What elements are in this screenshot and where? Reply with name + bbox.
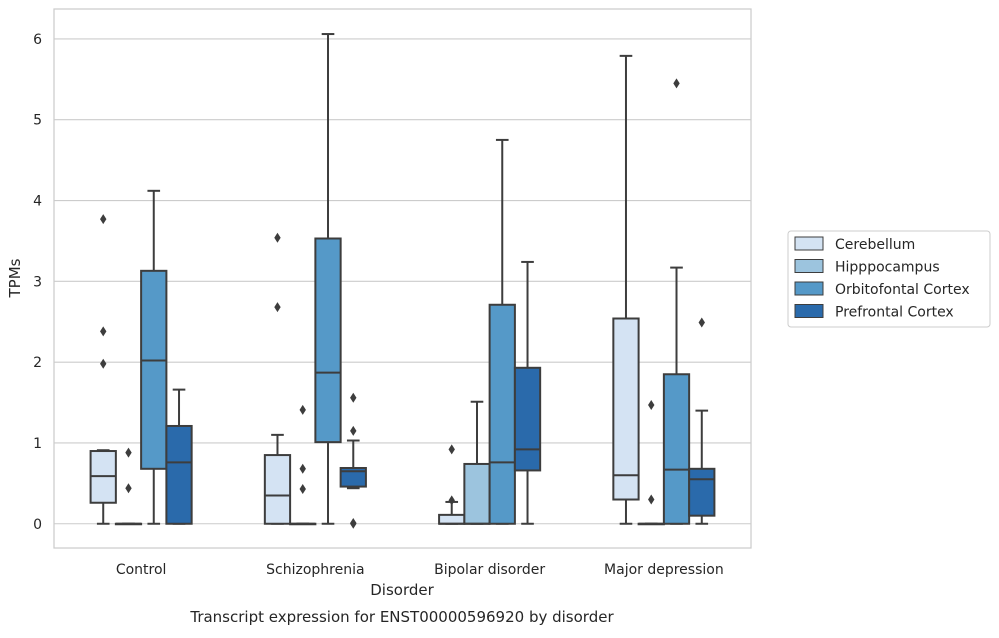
box-body: [263, 454, 292, 525]
box: [513, 260, 542, 525]
legend-label: Hipppocampus: [835, 260, 940, 276]
legend-swatch: [794, 259, 824, 273]
y-tick-label: 2: [33, 355, 42, 371]
chart-title: Transcript expression for ENST0000059692…: [189, 608, 614, 626]
y-tick-label: 3: [33, 274, 42, 290]
y-tick-label: 0: [33, 517, 42, 533]
outlier-point: [100, 358, 107, 369]
legend-label: Orbitofontal Cortex: [835, 282, 970, 298]
box-body: [140, 269, 168, 470]
x-axis-label: Disorder: [370, 581, 434, 599]
outlier-point: [125, 483, 132, 494]
outlier-point: [299, 484, 306, 495]
outlier-point: [673, 78, 680, 89]
outlier-point: [100, 214, 107, 225]
legend-label: Prefrontal Cortex: [835, 305, 954, 321]
outlier-point: [100, 326, 107, 337]
box: [339, 392, 367, 529]
x-tick-label: Major depression: [604, 562, 724, 578]
outlier-point: [274, 232, 281, 243]
legend-swatch: [794, 281, 824, 296]
box: [662, 78, 691, 525]
box: [314, 33, 342, 525]
box-body: [662, 373, 691, 525]
y-axis-ticks: 0 1 2 3 4 5 6: [33, 32, 42, 533]
y-axis-label: TPMs: [6, 258, 24, 298]
box: [289, 404, 317, 526]
outlier-point: [698, 317, 705, 328]
box: [688, 317, 716, 525]
outlier-point: [350, 425, 357, 436]
x-tick-label: Control: [116, 562, 167, 578]
box: [488, 138, 516, 525]
outlier-point: [448, 495, 455, 506]
outlier-point: [274, 302, 281, 313]
y-tick-label: 6: [33, 32, 42, 48]
box: [140, 189, 168, 525]
outlier-point: [299, 404, 306, 415]
legend-swatch: [794, 304, 824, 318]
box: [637, 399, 665, 526]
box-body: [165, 424, 193, 525]
box-series: [89, 33, 716, 529]
series-orbitofontal-cortex: [140, 33, 691, 525]
box-body: [688, 467, 716, 517]
series-cerebellum: [89, 54, 640, 525]
x-axis-ticks: Control Schizophrenia Bipolar disorder Majo…: [116, 562, 724, 578]
box: [165, 388, 193, 525]
outlier-point: [125, 447, 132, 458]
box: [612, 54, 640, 525]
outlier-point: [648, 399, 655, 410]
y-tick-label: 5: [33, 113, 42, 129]
y-tick-label: 1: [33, 436, 42, 452]
legend-label: Cerebellum: [835, 237, 915, 253]
outlier-point: [299, 463, 306, 474]
legend-frame: [787, 230, 991, 328]
outlier-point: [350, 392, 357, 403]
box: [463, 400, 491, 525]
box: [263, 232, 292, 525]
box-body: [463, 462, 491, 525]
outlier-point: [350, 517, 357, 528]
box-body: [513, 366, 542, 472]
box-body: [314, 237, 342, 444]
x-tick-label: Bipolar disorder: [434, 562, 545, 578]
box: [89, 214, 117, 525]
box: [114, 447, 143, 526]
plot-frame: [53, 8, 752, 549]
box-body: [612, 317, 640, 501]
box-body: [438, 513, 466, 525]
series-prefrontal-cortex: [165, 260, 716, 529]
box-body: [339, 466, 367, 488]
outlier-point: [448, 444, 455, 455]
legend: Cerebellum Hipppocampus Orbitofontal Corte…: [787, 230, 991, 328]
legend-swatch: [794, 236, 824, 251]
outlier-point: [648, 494, 655, 505]
series-hipppocampus: [114, 399, 665, 526]
box-body: [488, 303, 516, 525]
x-tick-label: Schizophrenia: [266, 562, 364, 578]
y-tick-label: 4: [33, 194, 42, 210]
